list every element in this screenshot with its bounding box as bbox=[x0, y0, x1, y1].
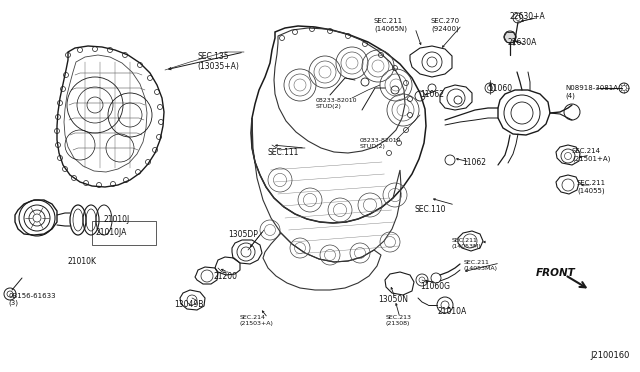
Text: SEC.214
(21503+A): SEC.214 (21503+A) bbox=[240, 315, 274, 326]
Text: SEC.110: SEC.110 bbox=[415, 205, 447, 214]
Text: 08233-82010
STUD(2): 08233-82010 STUD(2) bbox=[360, 138, 401, 149]
Text: 11060: 11060 bbox=[488, 84, 512, 93]
Text: SEC.213
(21308): SEC.213 (21308) bbox=[386, 315, 412, 326]
Text: 1305DP: 1305DP bbox=[228, 230, 258, 239]
Circle shape bbox=[504, 31, 516, 43]
Text: 13050N: 13050N bbox=[378, 295, 408, 304]
Text: 21010JA: 21010JA bbox=[95, 228, 126, 237]
Text: 22630+A: 22630+A bbox=[510, 12, 546, 21]
Text: SEC.111: SEC.111 bbox=[268, 148, 300, 157]
Text: J2100160: J2100160 bbox=[591, 351, 630, 360]
Text: SEC.211
(14055): SEC.211 (14055) bbox=[577, 180, 606, 193]
Text: 21010A: 21010A bbox=[438, 307, 467, 316]
Text: 22630A: 22630A bbox=[508, 38, 538, 47]
Text: SEC.211
(14065N): SEC.211 (14065N) bbox=[374, 18, 407, 32]
Text: 0B156-61633
(3): 0B156-61633 (3) bbox=[8, 293, 56, 307]
Text: SEC.135
(13035+A): SEC.135 (13035+A) bbox=[197, 52, 239, 71]
Text: 13049B: 13049B bbox=[174, 300, 204, 309]
Text: SEC.270
(92400): SEC.270 (92400) bbox=[431, 18, 460, 32]
Text: 11062: 11062 bbox=[462, 158, 486, 167]
Text: 08233-82010
STUD(2): 08233-82010 STUD(2) bbox=[316, 98, 358, 109]
Text: 21010J: 21010J bbox=[103, 215, 129, 224]
Text: 21010K: 21010K bbox=[67, 257, 96, 266]
Text: N08918-3081A
(4): N08918-3081A (4) bbox=[565, 85, 618, 99]
Text: 11062: 11062 bbox=[420, 90, 444, 99]
Text: SEC.214
(21501+A): SEC.214 (21501+A) bbox=[572, 148, 611, 161]
Text: 11060G: 11060G bbox=[420, 282, 450, 291]
Text: SEC.211
(14053M): SEC.211 (14053M) bbox=[452, 238, 482, 249]
Text: 21200: 21200 bbox=[214, 272, 238, 281]
Text: FRONT: FRONT bbox=[536, 268, 576, 278]
Text: SEC.211
(14053MA): SEC.211 (14053MA) bbox=[464, 260, 498, 271]
